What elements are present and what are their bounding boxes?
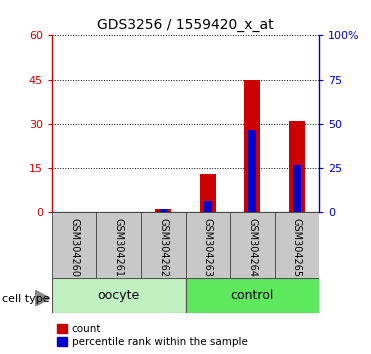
Text: GSM304264: GSM304264 — [247, 218, 257, 276]
Bar — [52, 278, 186, 313]
Bar — [186, 212, 230, 278]
Bar — [200, 174, 216, 212]
Text: GSM304262: GSM304262 — [158, 218, 168, 277]
Text: GSM304265: GSM304265 — [292, 218, 302, 277]
Bar — [52, 212, 96, 278]
Bar — [186, 278, 319, 313]
Bar — [248, 130, 256, 212]
Bar — [141, 212, 186, 278]
Title: GDS3256 / 1559420_x_at: GDS3256 / 1559420_x_at — [97, 18, 274, 32]
Bar — [155, 210, 171, 212]
Text: GSM304261: GSM304261 — [114, 218, 124, 276]
Text: oocyte: oocyte — [98, 289, 140, 302]
Bar — [293, 165, 301, 212]
Text: GSM304260: GSM304260 — [69, 218, 79, 276]
Text: control: control — [231, 289, 274, 302]
Bar — [159, 210, 167, 212]
Bar — [275, 212, 319, 278]
Polygon shape — [35, 290, 50, 306]
Text: GSM304263: GSM304263 — [203, 218, 213, 276]
Bar — [96, 212, 141, 278]
Bar — [289, 121, 305, 212]
Bar — [230, 212, 275, 278]
Bar — [244, 80, 260, 212]
Legend: count, percentile rank within the sample: count, percentile rank within the sample — [57, 324, 247, 347]
Bar — [204, 201, 212, 212]
Text: cell type: cell type — [2, 294, 49, 304]
